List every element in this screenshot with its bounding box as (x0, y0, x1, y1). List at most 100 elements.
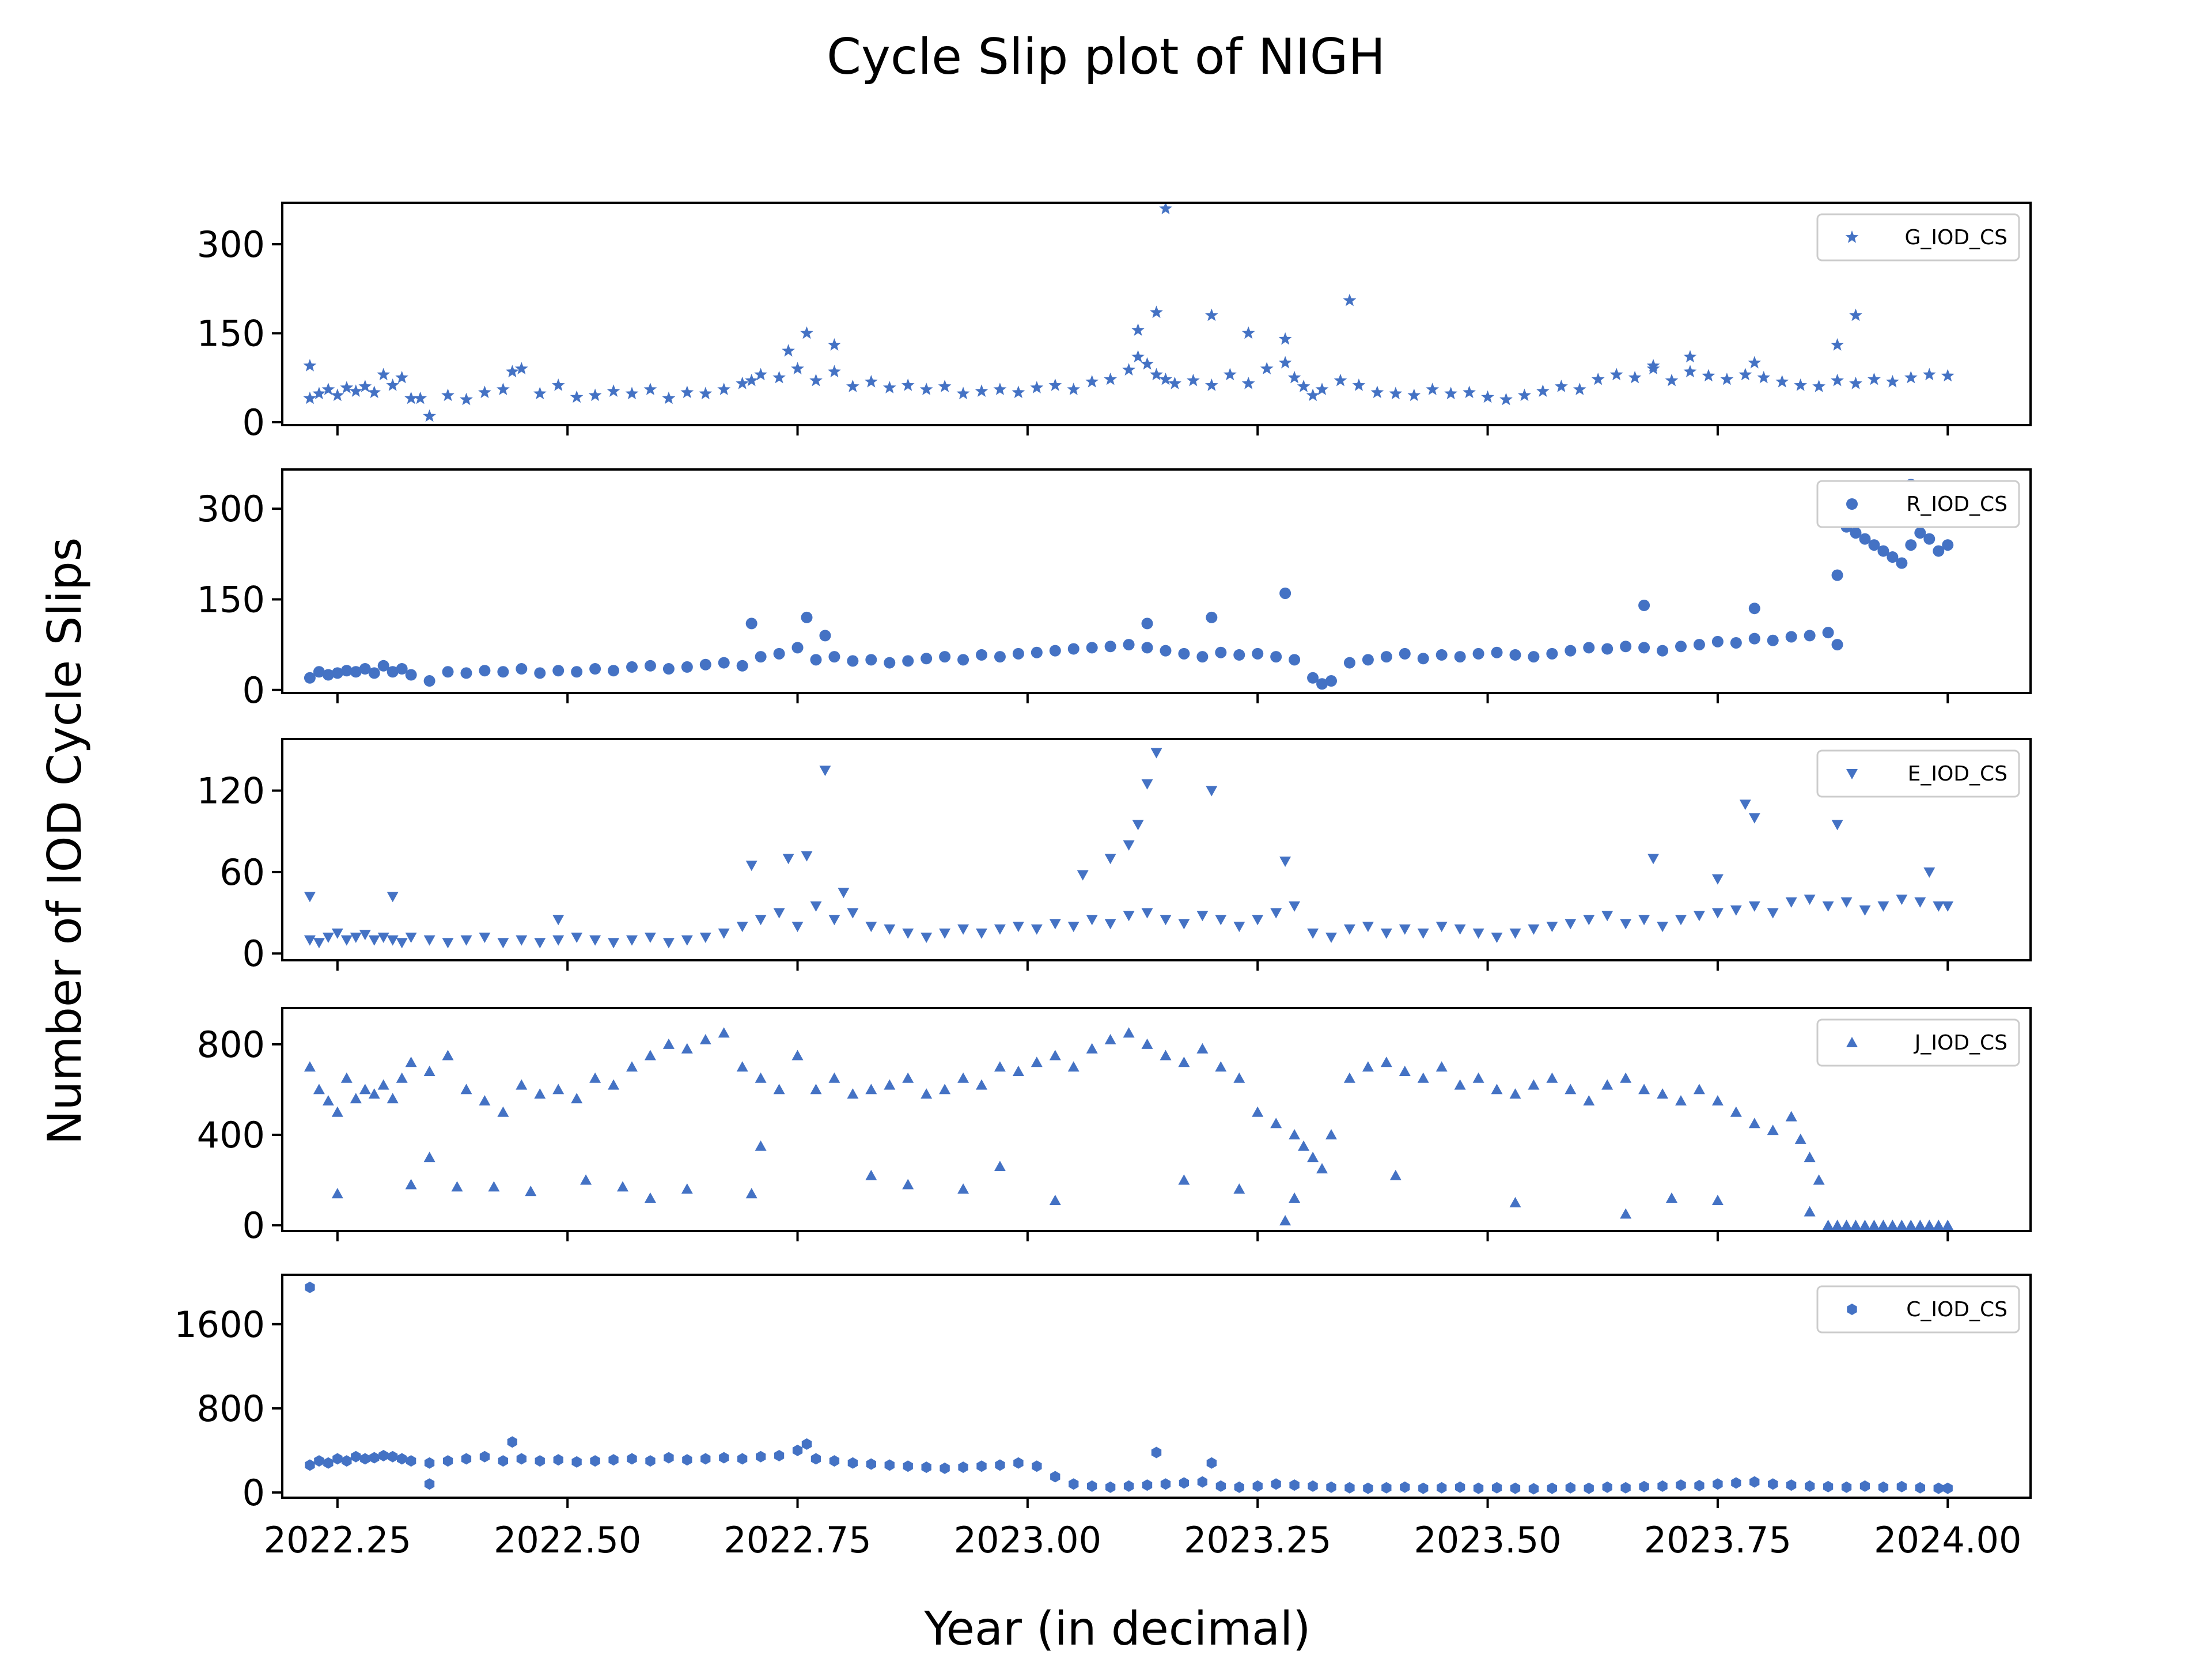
data-point (975, 384, 988, 397)
data-point (681, 1043, 693, 1054)
data-point (368, 1088, 380, 1099)
data-point (406, 1455, 416, 1467)
data-point (479, 1095, 491, 1106)
data-point (1915, 1482, 1925, 1494)
data-point (1657, 645, 1669, 657)
data-point (1048, 378, 1062, 391)
data-point (331, 667, 343, 679)
data-point (838, 888, 850, 899)
data-point (1785, 1111, 1797, 1122)
data-point (505, 365, 519, 378)
data-point (1546, 1072, 1558, 1083)
data-point (305, 1281, 315, 1293)
data-point (553, 1454, 563, 1466)
data-point (809, 373, 823, 387)
data-point (460, 935, 472, 946)
data-point (580, 1174, 592, 1185)
data-point (755, 1140, 767, 1151)
data-point (939, 1084, 951, 1094)
data-point (1665, 373, 1679, 387)
data-point (976, 1460, 987, 1472)
legend-E_IOD_CS: E_IOD_CS (1816, 749, 2020, 798)
data-point (681, 1183, 693, 1194)
data-point (1472, 1072, 1484, 1083)
data-point (1160, 915, 1172, 926)
data-point (1639, 1480, 1649, 1493)
data-point (1031, 1056, 1043, 1067)
data-point (1131, 323, 1145, 336)
data-point (1150, 368, 1163, 381)
data-point (405, 933, 417, 943)
data-point (1141, 618, 1153, 630)
legend-box (1816, 749, 2020, 798)
data-point (378, 1450, 389, 1461)
data-point (700, 1453, 711, 1465)
data-point (1711, 635, 1724, 647)
data-point (1389, 387, 1403, 400)
data-point (791, 362, 804, 374)
data-point (1123, 1480, 1134, 1492)
data-point (1905, 539, 1917, 551)
data-point (397, 1453, 407, 1465)
data-point (1822, 901, 1834, 912)
x-tick-label: 2022.75 (724, 1519, 871, 1561)
data-point (516, 935, 528, 946)
data-point (1362, 1061, 1374, 1072)
data-point (1518, 388, 1531, 402)
data-point (525, 1185, 537, 1196)
data-point (1933, 1482, 1944, 1494)
data-point (680, 385, 694, 399)
data-point (956, 387, 970, 400)
data-point (1077, 870, 1089, 881)
data-point (644, 1192, 656, 1203)
data-point (847, 908, 859, 919)
data-point (1804, 630, 1816, 642)
data-point (994, 1161, 1006, 1171)
data-point (773, 1084, 785, 1094)
data-point (1748, 813, 1760, 824)
data-point (699, 933, 711, 943)
data-point (1454, 651, 1466, 663)
data-point (901, 378, 915, 391)
data-point (1326, 1481, 1336, 1493)
data-point (745, 373, 759, 387)
data-point (1187, 373, 1200, 387)
data-point (1362, 654, 1374, 666)
y-tick-label: 0 (243, 1472, 265, 1514)
data-point (1666, 1192, 1677, 1203)
data-point (1813, 1174, 1825, 1185)
data-point (1325, 933, 1337, 943)
y-tick-label: 1600 (174, 1304, 265, 1346)
data-point (589, 935, 601, 946)
data-point (1271, 1478, 1281, 1490)
data-point (1767, 634, 1779, 646)
data-point (1896, 1480, 1907, 1493)
data-point (1141, 908, 1153, 919)
data-point (534, 938, 546, 949)
data-point (516, 1453, 527, 1465)
data-point (1437, 1482, 1447, 1494)
data-point (331, 1106, 343, 1117)
legend-marker (1846, 498, 1858, 510)
data-point (1914, 897, 1926, 908)
data-point (387, 892, 399, 903)
data-point (1767, 908, 1779, 919)
data-point (1012, 1066, 1024, 1076)
data-point (755, 915, 767, 926)
data-point (1481, 390, 1494, 403)
series-E_IOD_CS (304, 748, 1954, 949)
data-point (1804, 1206, 1816, 1217)
data-point (1941, 369, 1955, 382)
data-point (1050, 1471, 1060, 1483)
data-point (719, 1452, 729, 1464)
data-point (828, 915, 840, 926)
data-point (1178, 1174, 1190, 1185)
data-point (882, 381, 896, 393)
data-point (994, 1061, 1006, 1072)
data-point (1546, 922, 1558, 933)
data-point (865, 654, 877, 666)
data-point (1554, 380, 1568, 392)
data-point (1123, 911, 1135, 922)
data-point (1104, 919, 1116, 930)
data-point (608, 1454, 619, 1466)
